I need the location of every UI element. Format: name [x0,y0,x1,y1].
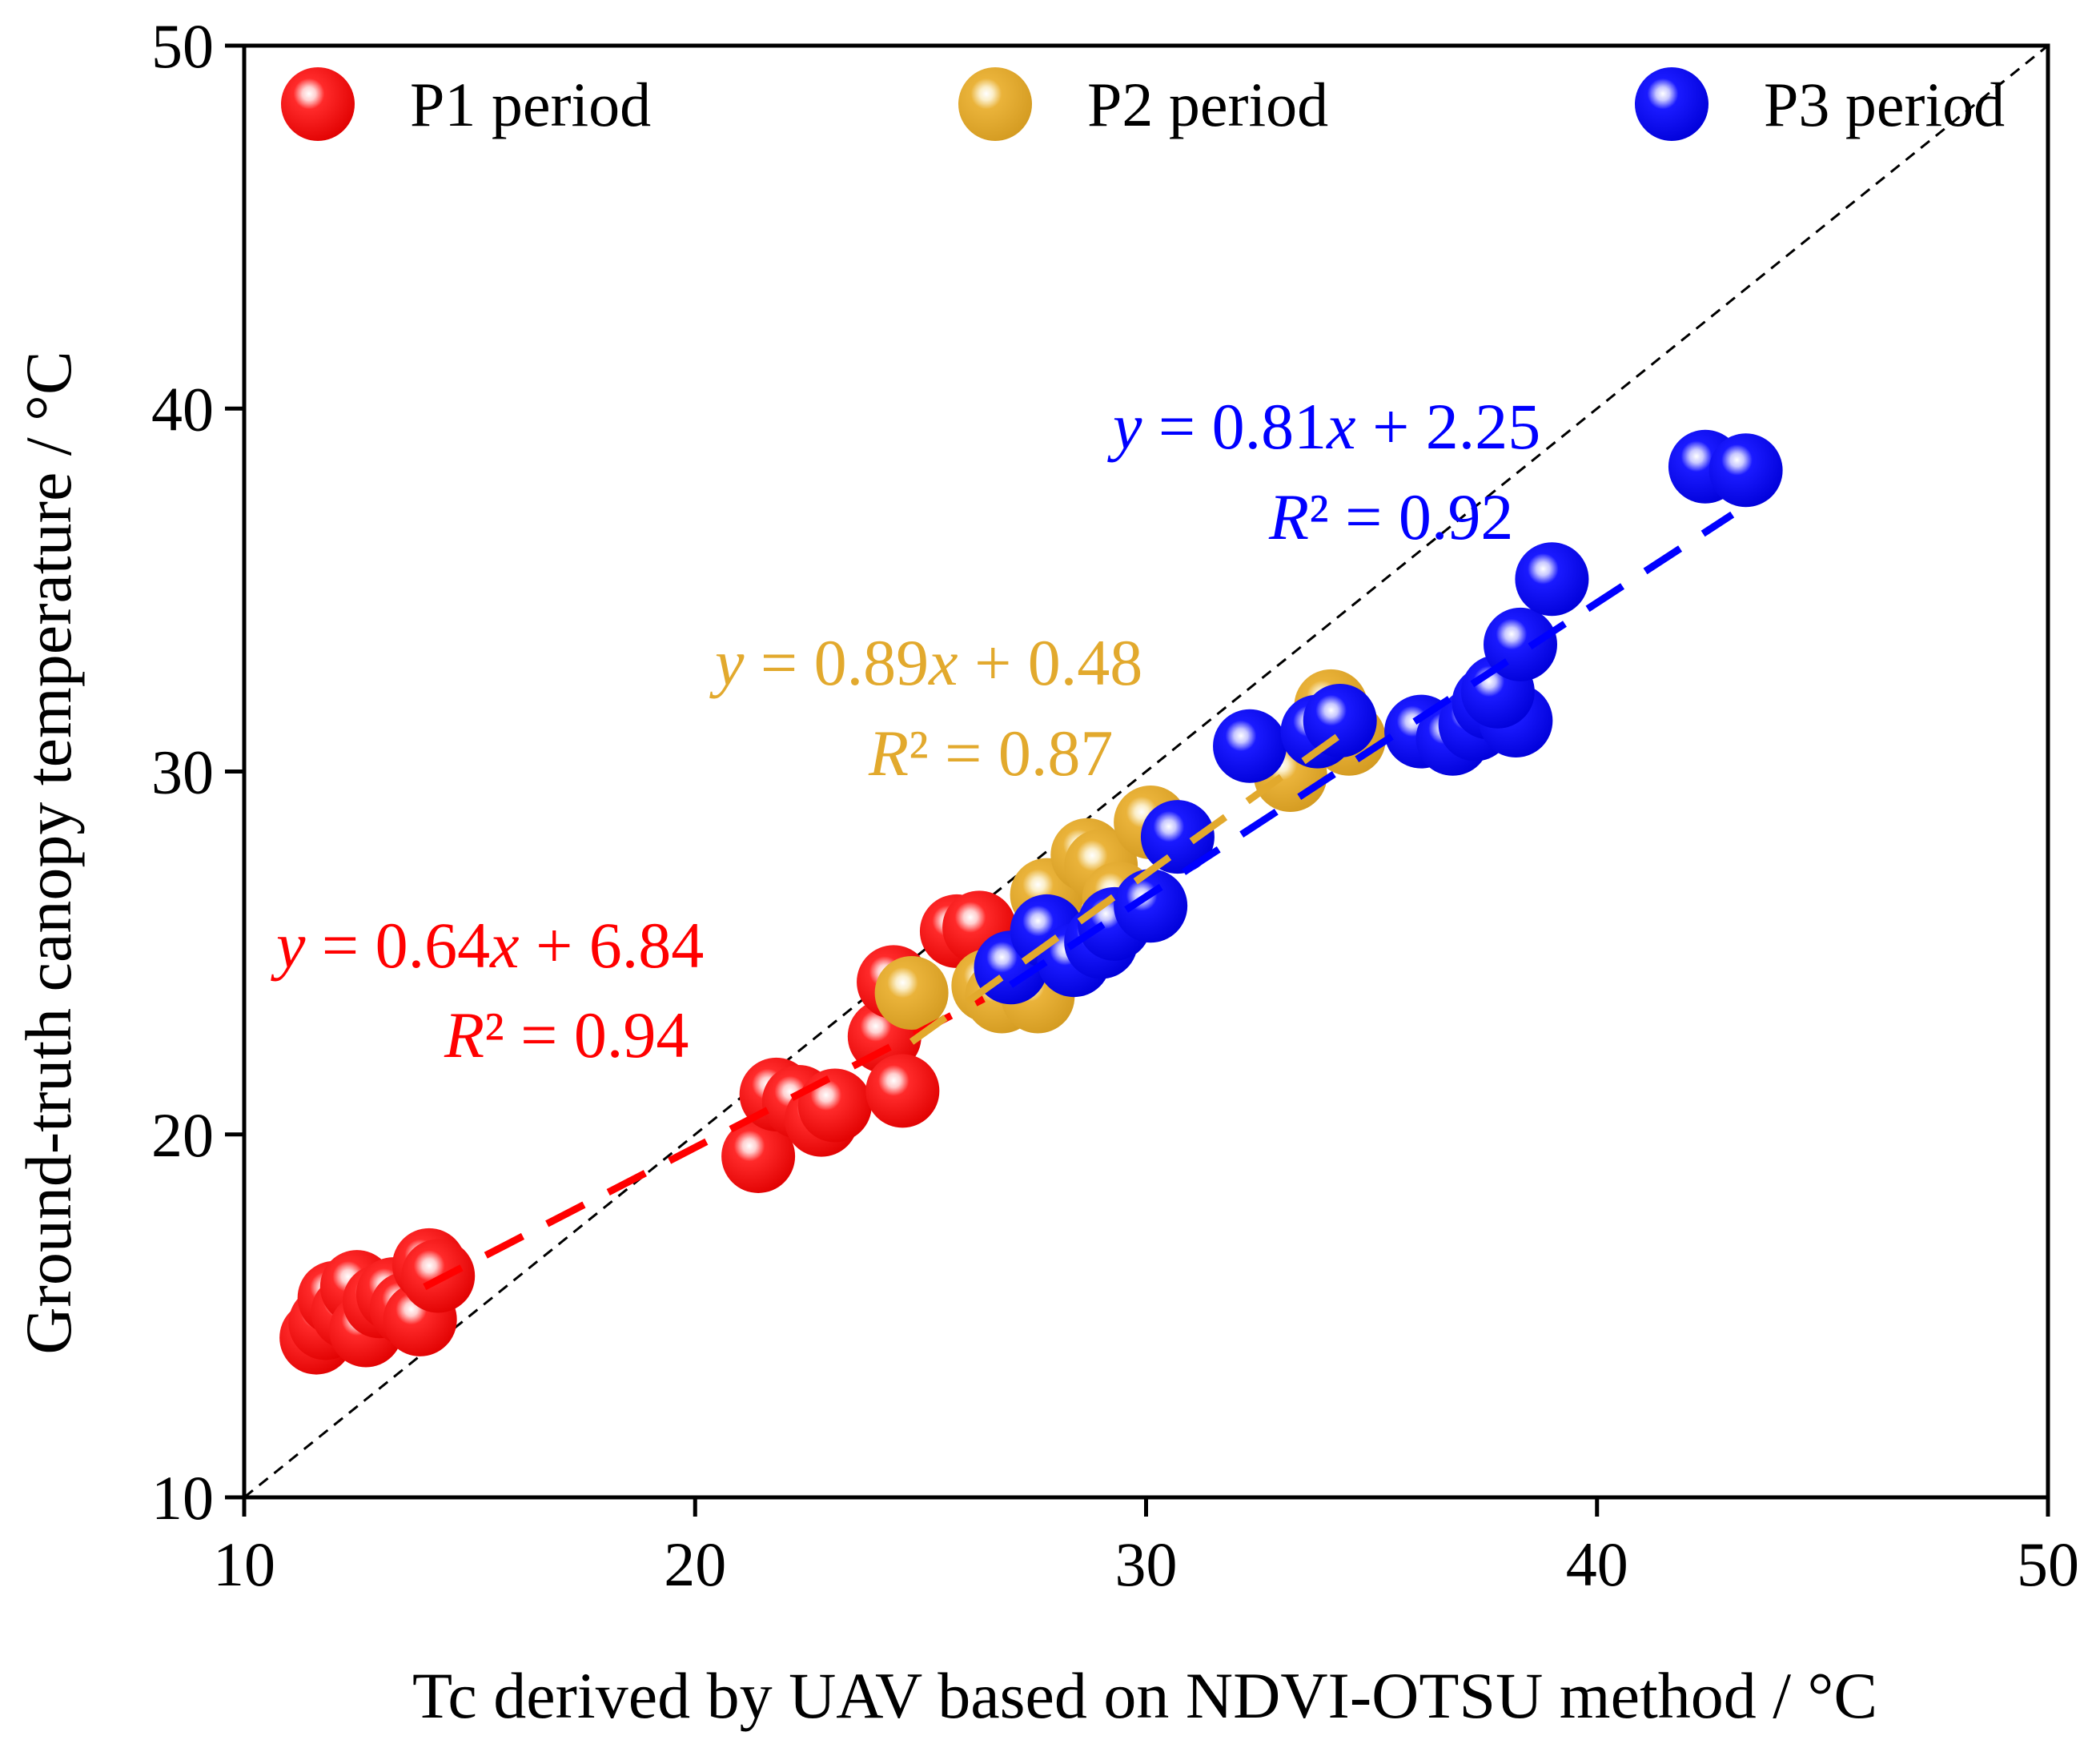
data-point [1114,869,1188,943]
fit-line [909,722,1356,1045]
legend-label: P3 period [1764,70,2005,139]
fit-lines [423,511,1735,1291]
data-point [1140,800,1215,874]
data-point [874,955,949,1030]
legend-marker [1635,67,1709,141]
data-point [865,1054,940,1128]
y-tick-label: 30 [151,737,214,807]
legend-marker [958,67,1032,141]
fit-line [1009,511,1735,988]
equation-text: y = 0.64x + 6.84 [271,909,704,982]
x-tick-label: 20 [664,1529,726,1599]
legend-label: P2 period [1087,70,1328,139]
y-axis-label: Ground-truth canopy temperature / °C [12,351,85,1354]
data-points [279,429,1783,1375]
legend-marker [281,67,355,141]
x-tick-label: 10 [213,1529,275,1599]
data-point [1515,542,1589,617]
data-point [721,1119,796,1193]
y-tick-label: 10 [151,1463,214,1533]
reference-line [243,44,2049,1499]
y-tick-label: 20 [151,1100,214,1170]
fit-line [423,995,986,1291]
data-point [1213,709,1287,783]
legend-label: P1 period [410,70,651,139]
y-tick-label: 40 [151,374,214,444]
r-squared-text: R² = 0.87 [868,717,1113,790]
axes: 10 20 30 40 50 10 20 30 40 50 [151,11,2079,1599]
y-tick-label: 50 [151,11,214,81]
r-squared-text: R² = 0.94 [444,999,689,1071]
data-point [1709,433,1783,508]
equation-text: y = 0.81x + 2.25 [1107,390,1540,463]
data-point [1303,684,1377,758]
r-squared-text: R² = 0.92 [1268,480,1513,553]
one-to-one-line [243,44,2049,1499]
x-tick-label: 40 [1566,1529,1628,1599]
x-tick-label: 50 [2017,1529,2079,1599]
x-axis-label: Tc derived by UAV based on NDVI-OTSU met… [412,1659,1877,1732]
regression-equations: y = 0.64x + 6.84 R² = 0.94 y = 0.89x + 0.4… [271,390,1540,1071]
data-point [797,1068,872,1143]
x-tick-label: 30 [1115,1529,1178,1599]
axis-labels: Tc derived by UAV based on NDVI-OTSU met… [12,351,1877,1732]
legend: P1 period P2 period P3 period [281,67,2005,141]
equation-text: y = 0.89x + 0.48 [709,626,1142,699]
